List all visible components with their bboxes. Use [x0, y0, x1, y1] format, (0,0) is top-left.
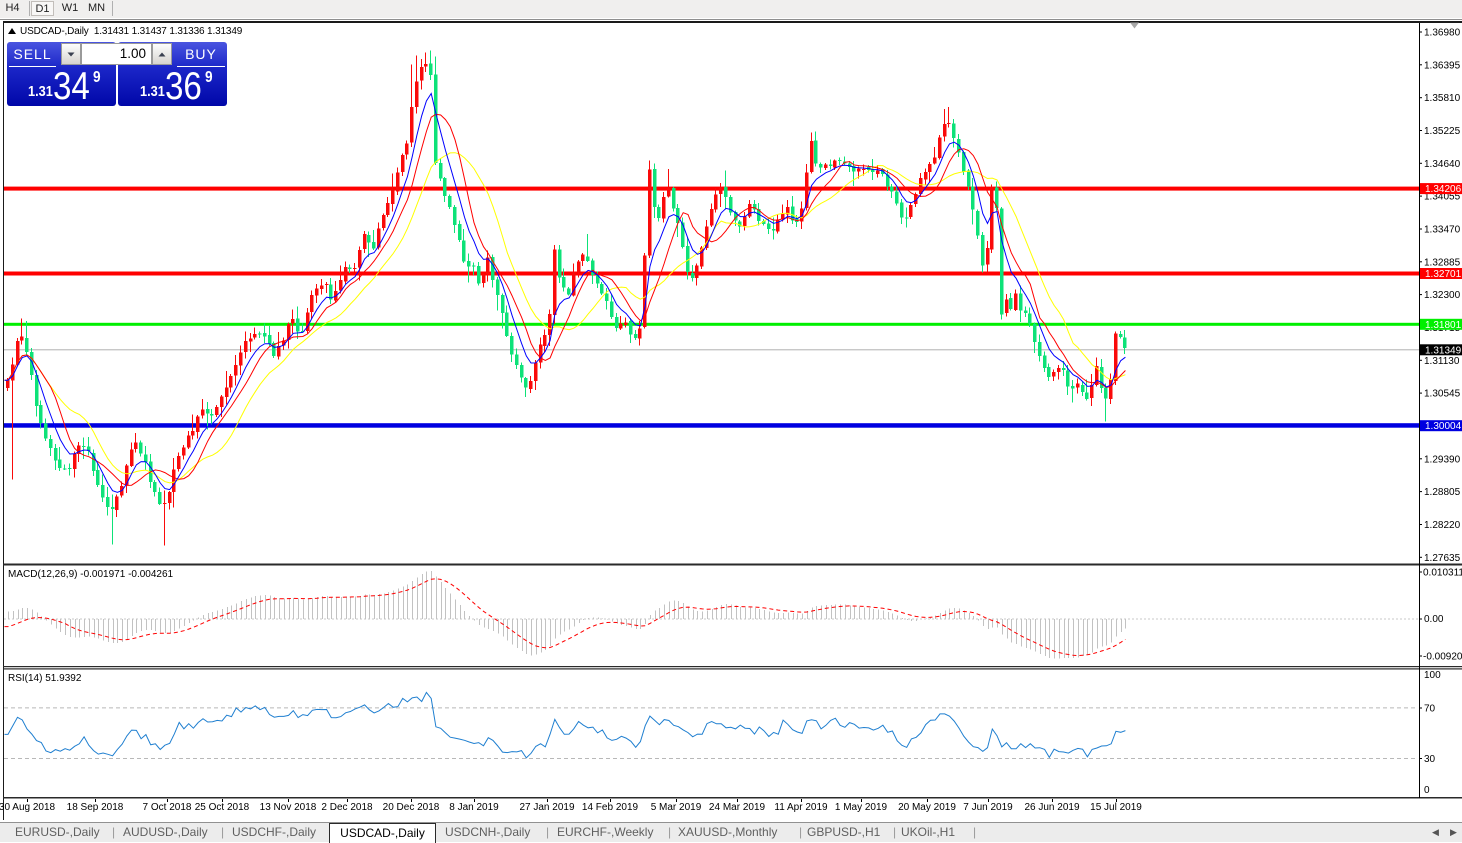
svg-text:1.28805: 1.28805: [1424, 487, 1461, 498]
svg-text:20 May 2019: 20 May 2019: [898, 802, 956, 813]
svg-text:1.35810: 1.35810: [1424, 93, 1461, 104]
svg-text:7 Oct 2018: 7 Oct 2018: [143, 802, 192, 813]
svg-text:1.28220: 1.28220: [1424, 520, 1461, 531]
svg-text:30: 30: [1424, 754, 1436, 765]
svg-text:25 Oct 2018: 25 Oct 2018: [195, 802, 250, 813]
svg-text:5 Mar 2019: 5 Mar 2019: [651, 802, 702, 813]
svg-text:1.33470: 1.33470: [1424, 225, 1461, 236]
svg-text:0.010311: 0.010311: [1423, 568, 1462, 579]
svg-text:1.32885: 1.32885: [1424, 257, 1461, 268]
svg-text:1.31130: 1.31130: [1424, 356, 1460, 367]
svg-text:14 Feb 2019: 14 Feb 2019: [582, 802, 639, 813]
svg-text:100: 100: [1424, 670, 1441, 681]
svg-text:0.00: 0.00: [1424, 614, 1444, 625]
svg-text:70: 70: [1424, 704, 1436, 715]
svg-text:1.27635: 1.27635: [1424, 553, 1461, 564]
svg-text:30 Aug 2018: 30 Aug 2018: [0, 802, 56, 813]
svg-text:1.36980: 1.36980: [1424, 28, 1461, 39]
svg-text:1.34055: 1.34055: [1424, 192, 1461, 203]
svg-text:RSI(14) 51.9392: RSI(14) 51.9392: [8, 673, 82, 684]
svg-text:MACD(12,26,9) -0.001971 -0.004: MACD(12,26,9) -0.001971 -0.004261: [8, 569, 174, 580]
svg-text:13 Nov 2018: 13 Nov 2018: [260, 802, 317, 813]
svg-text:20 Dec 2018: 20 Dec 2018: [383, 802, 440, 813]
svg-text:24 Mar 2019: 24 Mar 2019: [709, 802, 766, 813]
svg-text:1.34206: 1.34206: [1425, 184, 1462, 195]
svg-text:1.32701: 1.32701: [1425, 269, 1462, 280]
svg-text:1.30545: 1.30545: [1424, 389, 1461, 400]
svg-text:15 Jul 2019: 15 Jul 2019: [1090, 802, 1142, 813]
svg-text:11 Apr 2019: 11 Apr 2019: [774, 802, 828, 813]
svg-text:1.31349: 1.31349: [1425, 345, 1462, 356]
svg-text:18 Sep 2018: 18 Sep 2018: [67, 802, 124, 813]
svg-text:1.31801: 1.31801: [1425, 320, 1462, 331]
svg-text:1.29390: 1.29390: [1424, 454, 1461, 465]
svg-text:27 Jan 2019: 27 Jan 2019: [519, 802, 574, 813]
svg-text:1.32300: 1.32300: [1424, 290, 1461, 301]
svg-text:26 Jun 2019: 26 Jun 2019: [1024, 802, 1079, 813]
svg-text:-0.009203: -0.009203: [1423, 652, 1462, 663]
svg-text:1 May 2019: 1 May 2019: [835, 802, 888, 813]
svg-text:8 Jan 2019: 8 Jan 2019: [449, 802, 499, 813]
svg-text:0: 0: [1424, 785, 1430, 796]
svg-text:1.30004: 1.30004: [1425, 421, 1462, 432]
svg-text:2 Dec 2018: 2 Dec 2018: [321, 802, 373, 813]
svg-text:1.34640: 1.34640: [1424, 159, 1461, 170]
svg-text:1.36395: 1.36395: [1424, 60, 1461, 71]
svg-text:7 Jun 2019: 7 Jun 2019: [963, 802, 1013, 813]
svg-text:1.35225: 1.35225: [1424, 126, 1461, 137]
